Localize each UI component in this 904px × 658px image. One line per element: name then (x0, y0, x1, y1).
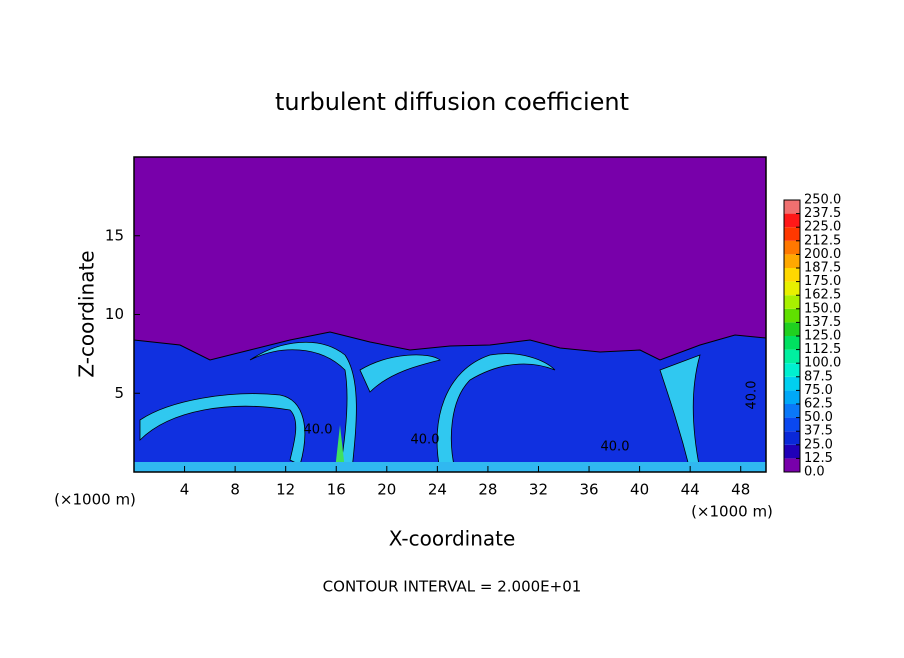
colorbar-label: 100.0 (804, 356, 841, 371)
colorbar-segment (784, 390, 800, 404)
colorbar-segment (784, 349, 800, 364)
y-axis-label: Z-coordinate (75, 250, 99, 377)
colorbar-label: 187.5 (804, 261, 841, 276)
colorbar-segment (784, 458, 800, 472)
y-tick-label: 5 (114, 384, 124, 402)
colorbar-label: 37.5 (804, 424, 833, 439)
y-tick-label: 15 (105, 226, 124, 244)
colorbar-label: 87.5 (804, 369, 833, 384)
field (133, 157, 767, 473)
colorbar-label: 50.0 (804, 410, 833, 425)
swirl (359, 354, 441, 393)
colorbar-label: 250.0 (804, 193, 841, 208)
chart-title: turbulent diffusion coefficient (275, 88, 629, 116)
x-tick-label: 28 (478, 481, 497, 499)
colorbar-segment (784, 308, 800, 323)
colorbar-label: 175.0 (804, 274, 841, 289)
plume (335, 425, 345, 470)
colorbar-segment (784, 444, 800, 459)
y-unit: (×1000 m) (691, 503, 773, 521)
x-tick-label: 40 (630, 481, 649, 499)
swirl (436, 353, 556, 471)
x-tick-label: 44 (681, 481, 700, 499)
colorbar-segment (784, 254, 800, 268)
surface-layer (134, 462, 766, 472)
colorbar-segment (784, 200, 800, 214)
colorbar-label: 112.5 (804, 342, 841, 357)
y-tick-label: 10 (105, 305, 124, 323)
colorbar-segment (784, 431, 800, 445)
x-axis-label: X-coordinate (389, 527, 516, 551)
colorbar-segment (784, 295, 800, 309)
colorbar-label: 12.5 (804, 451, 833, 466)
colorbar-label: 62.5 (804, 397, 833, 412)
colorbar-label: 75.0 (804, 383, 833, 398)
x-tick-label: 48 (731, 481, 750, 499)
x-tick-label: 8 (230, 481, 240, 499)
x-unit: (×1000 m) (54, 491, 136, 509)
colorbar-label: 137.5 (804, 315, 841, 330)
colorbar-segment (784, 363, 800, 377)
x-tick-label: 24 (428, 481, 447, 499)
colorbar-segment (784, 376, 800, 391)
x-tick-label: 4 (180, 481, 190, 499)
colorbar-segment (784, 240, 800, 255)
colorbar-segment (784, 268, 800, 282)
contour-label: 40.0 (745, 381, 760, 410)
colorbar-segment (784, 281, 800, 296)
colorbar-segment (784, 417, 800, 432)
footer: CONTOUR INTERVAL = 2.000E+01 (323, 578, 582, 596)
colorbar-label: 25.0 (804, 437, 833, 452)
contour-label: 40.0 (601, 440, 630, 455)
colorbar-segment (784, 336, 800, 350)
x-tick-label: 16 (327, 481, 346, 499)
colorbar-segment (784, 227, 800, 241)
colorbar-label: 237.5 (804, 206, 841, 221)
colorbar-segment (784, 213, 800, 228)
colorbar-label: 0.0 (804, 465, 825, 480)
colorbar-label: 150.0 (804, 301, 841, 316)
x-tick-label: 20 (377, 481, 396, 499)
colorbar-segment (784, 404, 800, 418)
colorbar-label: 212.5 (804, 233, 841, 248)
colorbar-label: 225.0 (804, 220, 841, 235)
contour-label: 40.0 (304, 423, 333, 438)
colorbar-segment (784, 322, 800, 336)
colorbar-label: 162.5 (804, 288, 841, 303)
contour-label: 40.0 (411, 433, 440, 448)
colorbar-label: 125.0 (804, 329, 841, 344)
colorbar-label: 200.0 (804, 247, 841, 262)
x-tick-label: 32 (529, 481, 548, 499)
x-tick-label: 36 (579, 481, 598, 499)
x-tick-label: 12 (276, 481, 295, 499)
